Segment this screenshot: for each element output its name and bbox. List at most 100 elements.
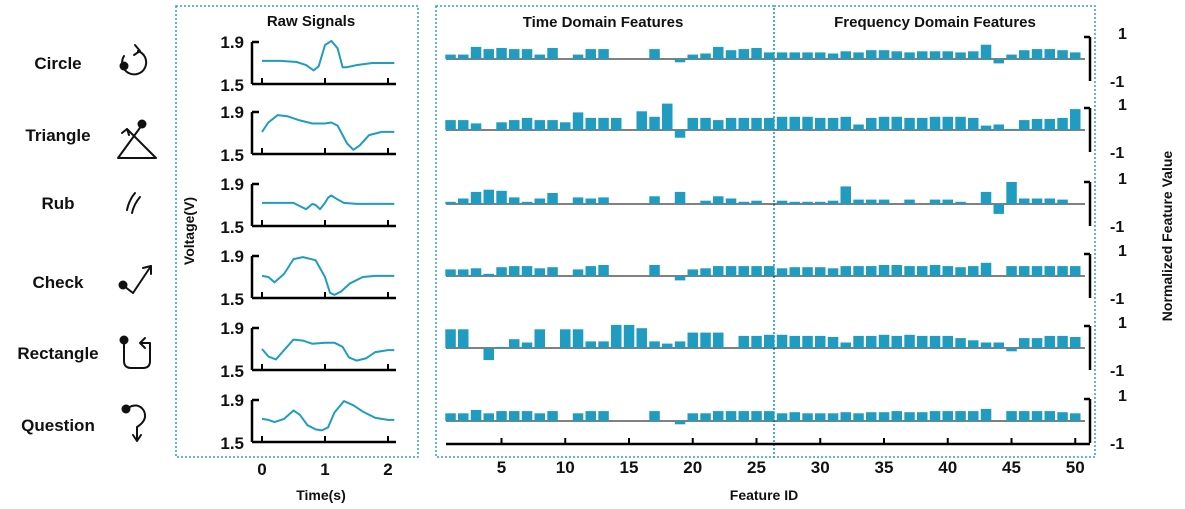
- feature-bar: [917, 51, 928, 59]
- feature-ytick-label: 1: [1118, 97, 1127, 114]
- feature-bar: [942, 199, 953, 204]
- time-tick-label: 2: [383, 460, 392, 479]
- feature-bar: [483, 49, 494, 59]
- raw-ytick-label: 1.9: [220, 33, 244, 52]
- feature-bar: [968, 117, 979, 130]
- feature-tick-label: 5: [497, 458, 506, 477]
- feature-bar: [713, 46, 724, 59]
- feature-bar: [458, 413, 469, 421]
- feature-bar: [534, 268, 545, 276]
- feature-bar: [1070, 337, 1081, 348]
- feature-bar: [725, 50, 737, 59]
- feature-bar: [866, 199, 877, 204]
- raw-ytick-label: 1.5: [220, 362, 244, 381]
- feature-bar: [980, 342, 992, 348]
- feature-bar: [572, 54, 584, 59]
- feature-bar: [968, 51, 979, 59]
- feature-bar: [751, 117, 762, 130]
- feature-bar: [521, 342, 533, 348]
- feature-bar: [776, 52, 788, 59]
- raw-ytick-label: 1.9: [220, 103, 244, 122]
- feature-bar: [968, 266, 979, 276]
- feature-bar: [572, 269, 584, 276]
- feature-bar: [738, 266, 749, 276]
- feature-bar: [751, 48, 762, 59]
- circle-gesture-icon: [119, 44, 148, 76]
- feature-bar: [1006, 54, 1017, 59]
- feature-bar: [521, 411, 533, 421]
- feature-bar: [649, 49, 660, 59]
- feature-bar: [598, 49, 609, 59]
- feature-bar: [700, 117, 711, 130]
- feature-bar: [1006, 411, 1017, 421]
- feature-bar: [598, 117, 609, 130]
- feature-bar: [866, 335, 877, 348]
- feature-id-axis-label: Feature ID: [730, 487, 798, 503]
- gesture-label-triangle: Triangle: [25, 126, 90, 145]
- feature-bar: [496, 190, 507, 204]
- feature-bar: [649, 341, 660, 348]
- feature-bar: [802, 52, 813, 59]
- feature-bar: [776, 200, 788, 204]
- feature-panel-triangle: 1 -1: [445, 97, 1127, 162]
- feature-tick-label: 35: [875, 458, 894, 477]
- feature-bar: [827, 268, 839, 276]
- feature-bar: [483, 273, 494, 276]
- feature-bar: [789, 52, 800, 59]
- feature-bar: [1019, 120, 1030, 130]
- feature-bar: [687, 269, 698, 276]
- time-tick-label: 0: [257, 460, 266, 479]
- feature-bar: [1057, 199, 1068, 204]
- feature-bar: [496, 267, 507, 276]
- feature-bar: [1070, 266, 1081, 276]
- feature-bar: [509, 120, 520, 130]
- feature-bar: [904, 52, 915, 59]
- feature-bar: [662, 343, 673, 348]
- feature-bar: [942, 335, 953, 348]
- feature-bar: [470, 46, 482, 59]
- feature-bar: [496, 346, 507, 348]
- feature-bar: [470, 191, 482, 204]
- feature-bar: [687, 413, 698, 421]
- frequency-domain-frame: [773, 5, 1096, 458]
- feature-bar: [1019, 198, 1030, 204]
- feature-bar: [509, 197, 520, 204]
- feature-bar: [942, 51, 953, 59]
- feature-bar: [738, 201, 749, 204]
- feature-bar: [1070, 52, 1081, 59]
- feature-bar: [904, 412, 915, 421]
- feature-bar: [968, 340, 979, 348]
- raw-ytick-label: 1.5: [220, 218, 244, 237]
- feature-bar: [751, 200, 762, 204]
- feature-bar: [955, 267, 966, 276]
- feature-bar: [674, 130, 686, 138]
- feature-bar: [789, 412, 800, 421]
- feature-bar: [891, 51, 902, 59]
- check-gesture-icon: [118, 265, 152, 294]
- feature-bar: [496, 122, 507, 130]
- feature-bar: [1044, 198, 1055, 204]
- feature-bar: [547, 193, 558, 204]
- feature-bar: [738, 411, 749, 421]
- feature-bar: [534, 198, 545, 204]
- frequency-domain-header: Frequency Domain Features: [834, 14, 1036, 31]
- feature-bar: [878, 116, 890, 130]
- rub-gesture-icon: [126, 192, 141, 214]
- feature-bar: [496, 411, 507, 421]
- feature-bar: [891, 411, 902, 421]
- feature-bar: [866, 266, 877, 276]
- feature-bar: [534, 329, 545, 348]
- feature-panel-rectangle: 1 -1: [445, 315, 1127, 380]
- raw-ytick-label: 1.5: [220, 146, 244, 165]
- feature-bar: [853, 413, 864, 421]
- feature-bar: [560, 122, 571, 130]
- feature-bar: [776, 413, 788, 421]
- feature-bar: [547, 48, 558, 59]
- feature-bar: [713, 411, 724, 421]
- feature-bar: [866, 117, 877, 130]
- feature-bar: [866, 412, 877, 421]
- feature-bar: [674, 59, 686, 63]
- feature-tick-label: 20: [683, 458, 702, 477]
- feature-bar: [713, 266, 724, 276]
- raw-signal-panel-rub: 1.9 1.5: [220, 175, 396, 237]
